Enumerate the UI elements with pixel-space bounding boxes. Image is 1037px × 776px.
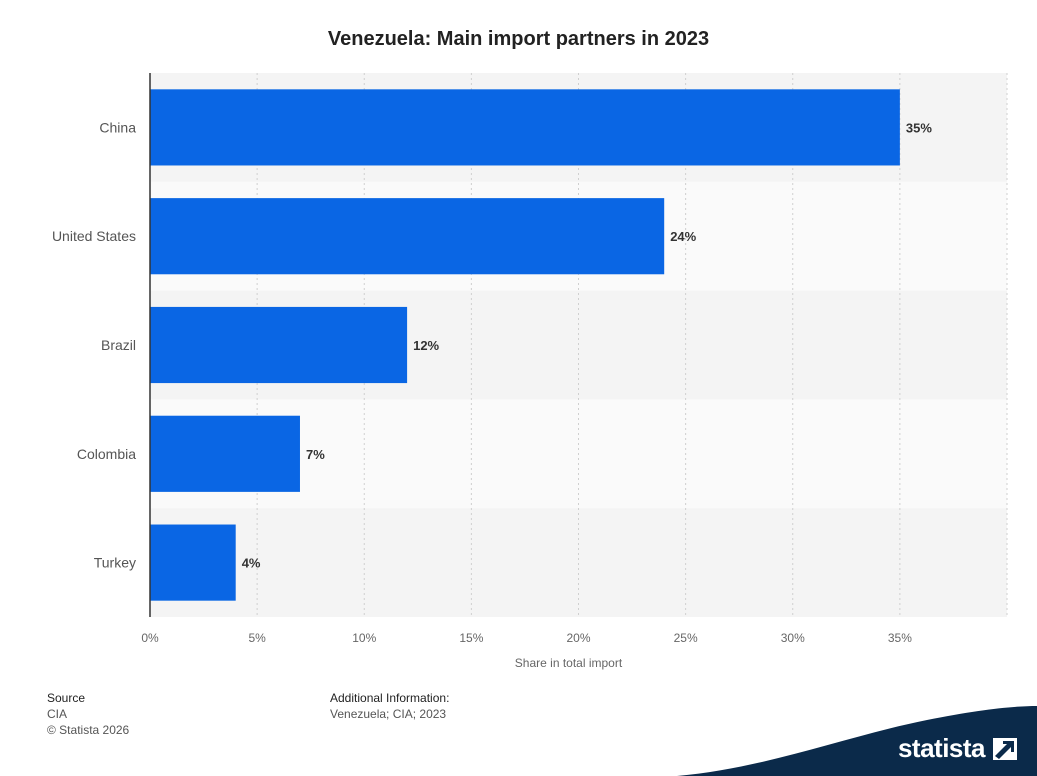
x-tick-labels: 0% 5% 10% 15% 20% 25% 30% 35%	[141, 631, 912, 645]
value-labels: 35% 24% 12% 7% 4%	[242, 120, 933, 570]
additional-info-block: Additional Information: Venezuela; CIA; …	[330, 690, 449, 722]
value-label: 7%	[306, 447, 325, 462]
bar[interactable]	[150, 198, 665, 275]
additional-info-heading: Additional Information:	[330, 691, 450, 705]
value-label: 35%	[906, 120, 932, 135]
bar-chart: China United States Brazil Colombia Turkey 3…	[52, 73, 1008, 670]
x-tick-label: 20%	[566, 631, 590, 645]
bar[interactable]	[150, 415, 300, 492]
category-label: United States	[52, 228, 136, 244]
x-tick-label: 35%	[888, 631, 912, 645]
bar[interactable]	[150, 89, 900, 166]
value-label: 12%	[413, 338, 439, 353]
x-tick-label: 15%	[459, 631, 483, 645]
chart-title: Venezuela: Main import partners in 2023	[327, 28, 710, 50]
value-label: 24%	[670, 229, 696, 244]
category-labels: China United States Brazil Colombia Turkey	[52, 119, 136, 570]
copyright: © Statista 2026	[47, 723, 130, 737]
x-tick-label: 0%	[141, 631, 159, 645]
source-name: CIA	[47, 707, 68, 721]
value-label: 4%	[242, 556, 261, 571]
category-label: China	[99, 119, 136, 135]
statista-brand[interactable]: statista	[677, 706, 1037, 776]
additional-info-text: Venezuela; CIA; 2023	[330, 707, 447, 721]
bar[interactable]	[150, 306, 408, 384]
x-tick-label: 10%	[352, 631, 376, 645]
x-tick-label: 5%	[248, 631, 266, 645]
source-block: Source CIA © Statista 2026	[47, 690, 129, 738]
x-axis-title: Share in total import	[515, 656, 623, 670]
source-heading: Source	[47, 691, 86, 705]
category-label: Brazil	[101, 337, 136, 353]
bars	[150, 89, 900, 601]
statista-logo-icon	[993, 738, 1017, 760]
bar[interactable]	[150, 524, 236, 601]
x-tick-label: 30%	[781, 631, 805, 645]
category-label: Colombia	[77, 446, 136, 462]
brand-swoosh	[677, 706, 1037, 776]
category-label: Turkey	[94, 555, 136, 571]
brand-name: statista	[897, 733, 986, 763]
x-tick-label: 25%	[674, 631, 698, 645]
